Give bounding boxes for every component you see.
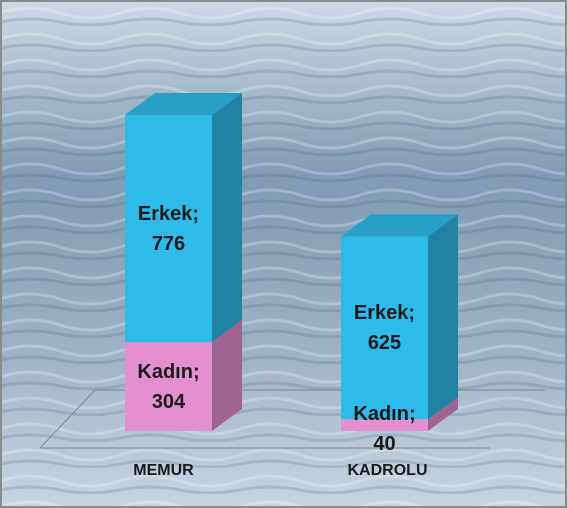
x-tick-label: MEMUR: [94, 462, 234, 480]
data-label: Erkek; 776: [129, 199, 209, 259]
data-label: Kadın; 304: [129, 357, 209, 417]
chart-canvas: [0, 0, 567, 508]
bar-side: [428, 214, 458, 419]
chart: Kadın; 304 Erkek; 776 MEMUR Kadın; 40 Erkek;…: [0, 0, 567, 508]
x-tick-label: KADROLU: [318, 462, 458, 480]
background-waves: [2, 2, 565, 506]
data-label: Erkek; 625: [345, 298, 425, 358]
data-label: Kadın; 40: [345, 399, 425, 459]
bar-side: [212, 93, 242, 342]
